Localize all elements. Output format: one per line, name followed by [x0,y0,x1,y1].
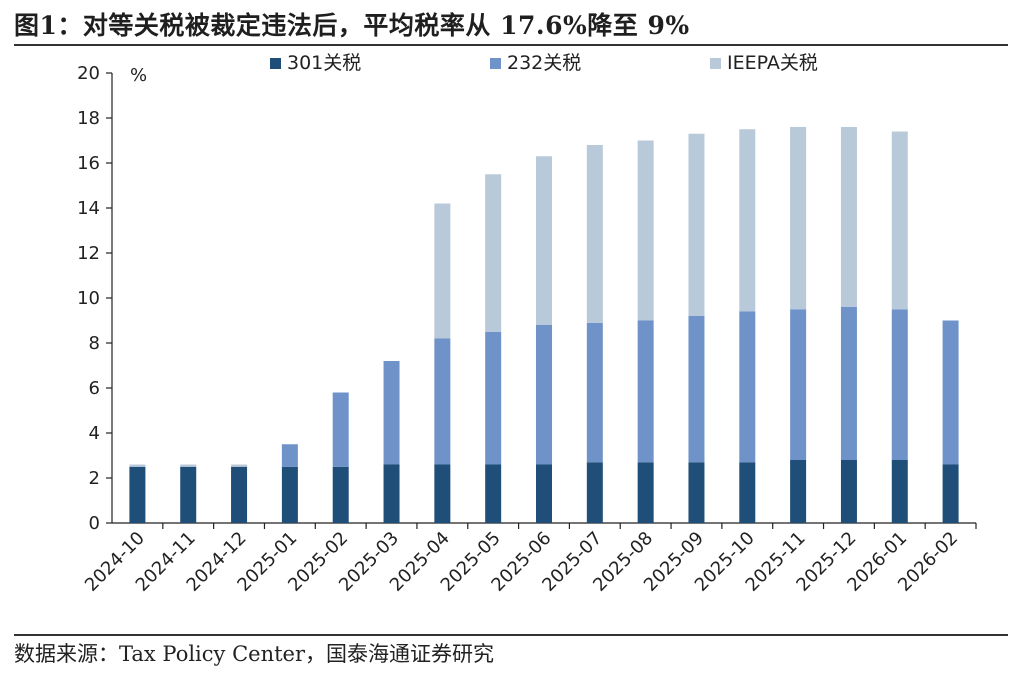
y-tick-label: 12 [77,243,100,264]
bar-segment-s232 [942,320,959,465]
bar-segment-s232 [586,322,603,463]
bar-segment-ieepa [180,464,197,467]
bar-segment-s301 [434,464,451,523]
bar-segment-s232 [891,309,908,460]
bar-segment-ieepa [688,133,705,316]
bar-segment-s301 [586,462,603,523]
bar-segment-ieepa [231,464,248,467]
y-tick-label: 2 [89,468,100,489]
bar-segment-s301 [231,466,248,523]
bar-segment-s232 [790,309,807,460]
y-tick-label: 10 [77,288,100,309]
bar-segment-s301 [383,464,400,523]
legend-label: IEEPA关税 [727,52,818,74]
bar-segment-s301 [180,466,197,523]
data-source: 数据来源：Tax Policy Center，国泰海通证券研究 [14,642,494,666]
chart-title: 图1：对等关税被裁定违法后，平均税率从 17.6%降至 9% [14,11,690,40]
bar-segment-s232 [739,311,756,463]
legend-label: 232关税 [507,52,581,74]
x-axis: 2024-102024-112024-122025-012025-022025-… [81,522,977,596]
bar-segment-s301 [129,466,146,523]
bar-segment-ieepa [891,131,908,310]
bar-segment-s232 [536,325,552,465]
bar-segment-s301 [942,464,959,523]
bar-segment-s301 [485,464,502,523]
y-tick-label: 6 [89,378,100,399]
y-tick-label: 4 [89,423,100,444]
bar-segment-s232 [840,307,857,460]
bar-segment-s301 [739,462,756,523]
title-divider [14,44,1008,46]
y-unit-label: % [130,65,147,86]
y-tick-label: 18 [77,108,100,129]
bar-segment-s301 [637,462,654,523]
stacked-bar-chart: 301关税 232关税 IEEPA关税 0 2 4 6 8 10 12 14 16 18 20% 202… [77,52,977,596]
bar-segment-s232 [637,320,654,463]
y-tick-label: 20 [77,63,100,84]
bar-segment-s301 [790,460,807,523]
y-axis: 0 2 4 6 8 10 12 14 16 18 20% [77,63,147,534]
bar-segment-ieepa [840,127,857,307]
bar-segment-s301 [536,464,552,523]
bar-segment-s232 [332,392,349,467]
bar-segment-s301 [281,466,298,523]
bar-segment-s232 [383,361,400,465]
bar-segment-s301 [840,460,857,523]
bar-segment-s232 [281,444,298,467]
bar-segment-ieepa [434,203,451,339]
bar-segment-ieepa [586,145,603,323]
bar-segment-s232 [485,331,502,465]
bar-segment-s232 [688,316,705,463]
legend-swatch [270,58,281,69]
chart-legend: 301关税 232关税 IEEPA关税 [270,52,818,74]
bars-layer [129,127,959,523]
bar-segment-ieepa [637,140,654,321]
bar-segment-ieepa [739,129,756,312]
footer-divider [14,634,1008,636]
bar-segment-s301 [332,466,349,523]
bar-segment-s301 [891,460,908,523]
legend-swatch [710,58,721,69]
y-tick-label: 16 [77,153,100,174]
legend-label: 301关税 [287,52,361,74]
legend-swatch [490,58,501,69]
bar-segment-s301 [688,462,705,523]
bar-segment-ieepa [485,174,502,332]
bar-segment-ieepa [129,464,146,467]
bar-segment-s232 [434,338,451,465]
y-tick-label: 8 [89,333,100,354]
bar-segment-ieepa [536,156,552,325]
bar-segment-ieepa [790,127,807,310]
y-tick-label: 14 [77,198,100,219]
y-tick-label: 0 [89,513,100,534]
